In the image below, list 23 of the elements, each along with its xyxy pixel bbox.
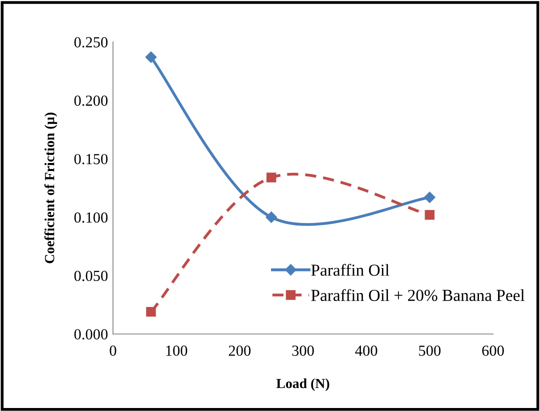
x-tick-label: 500 xyxy=(419,346,441,356)
legend-label: Paraffin Oil + 20% Banana Peel xyxy=(311,289,525,302)
y-tick-label: 0.150 xyxy=(74,154,108,164)
x-axis-title: Load (N) xyxy=(276,378,330,392)
x-tick-label: 300 xyxy=(292,346,314,356)
point xyxy=(424,210,435,220)
y-tick-label: 0.250 xyxy=(74,37,108,48)
x-tick-label: 100 xyxy=(166,346,188,356)
y-tick-label: 0.000 xyxy=(74,329,108,340)
y-tick-label: 0.200 xyxy=(74,96,108,106)
x-tick-label: 0 xyxy=(110,346,116,356)
x-tick-label: 600 xyxy=(482,346,504,356)
y-tick-label: 0.100 xyxy=(74,212,108,223)
point xyxy=(146,306,156,317)
point xyxy=(424,192,436,203)
y-axis-title: Coefficient of Friction (µ) xyxy=(44,112,58,264)
x-tick-label: 400 xyxy=(355,346,378,356)
legend-label: Paraffin Oil xyxy=(311,264,390,276)
point xyxy=(266,172,276,182)
point xyxy=(145,52,157,63)
y-tick-label: 0.050 xyxy=(74,270,108,282)
point xyxy=(266,212,277,223)
x-tick-label: 200 xyxy=(228,346,251,356)
